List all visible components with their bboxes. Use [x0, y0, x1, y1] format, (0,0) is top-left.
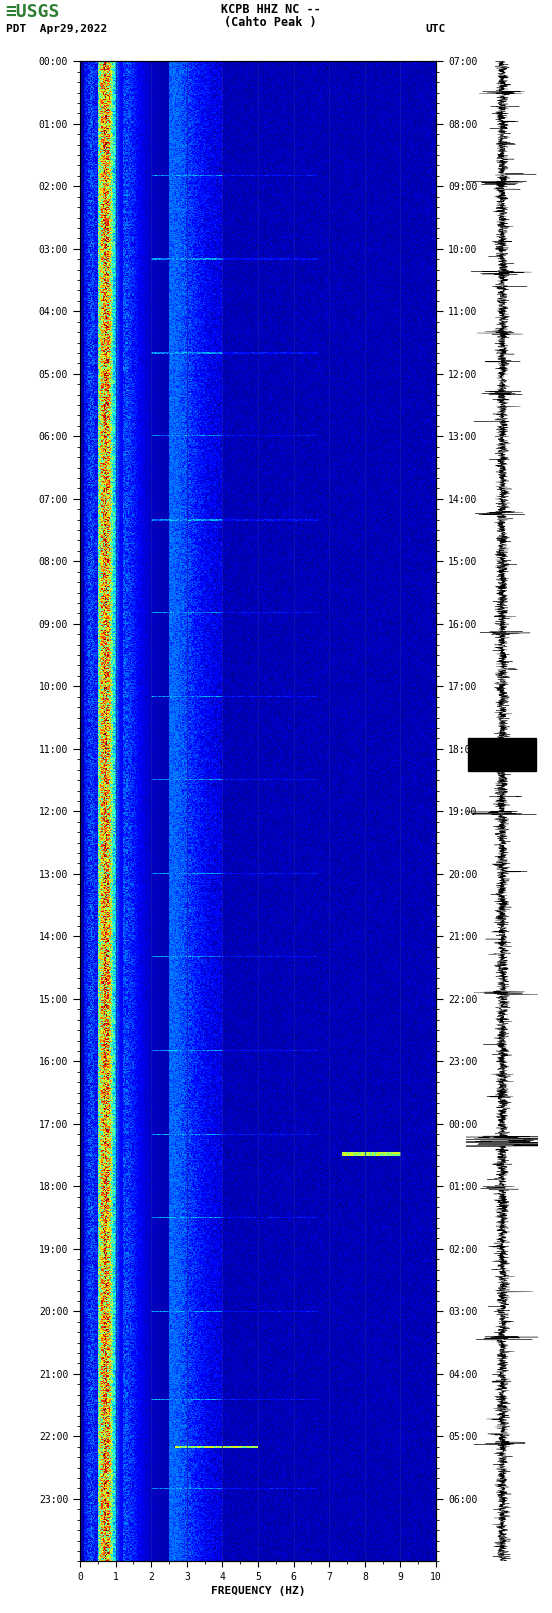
Bar — [468, 737, 537, 771]
Text: (Cahto Peak ): (Cahto Peak ) — [224, 16, 317, 29]
Text: UTC: UTC — [425, 24, 445, 34]
Text: ≡USGS: ≡USGS — [6, 3, 60, 21]
Text: PDT  Apr29,2022: PDT Apr29,2022 — [6, 24, 107, 34]
X-axis label: FREQUENCY (HZ): FREQUENCY (HZ) — [211, 1586, 305, 1595]
Text: KCPB HHZ NC --: KCPB HHZ NC -- — [221, 3, 320, 16]
